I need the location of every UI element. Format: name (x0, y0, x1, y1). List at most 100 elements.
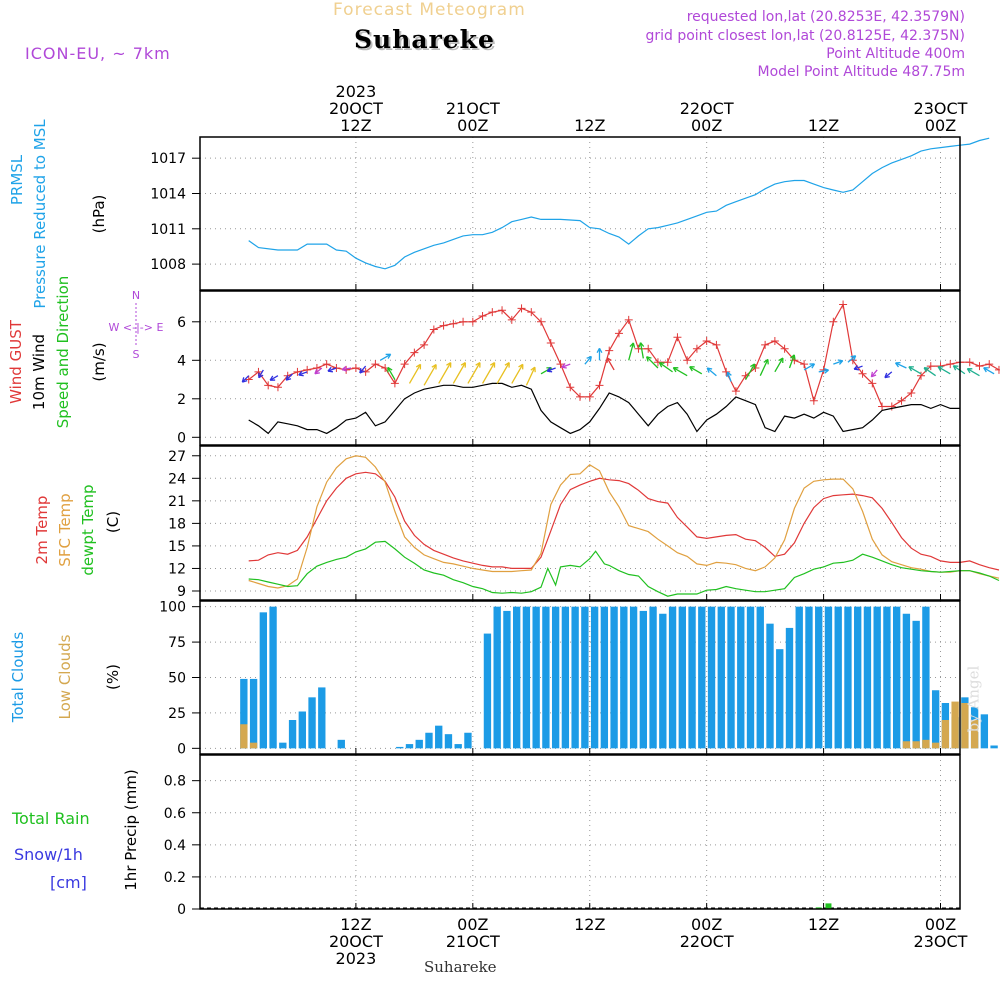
wind-barb-head (561, 366, 567, 369)
y-tick-label: 2 (177, 392, 186, 408)
gust-point (468, 317, 477, 326)
wind-barb-head (870, 371, 874, 377)
total-cloud-bar (620, 606, 628, 749)
wind-barb-head (586, 355, 592, 359)
wind-barb-shaft (496, 362, 510, 384)
gust-point (887, 402, 896, 411)
total-cloud-bar (493, 606, 501, 749)
wind-barb-head (530, 366, 536, 371)
wind-barb-head (589, 356, 592, 362)
wind-barb-head (460, 362, 466, 366)
total-cloud-bar (863, 606, 872, 749)
wind-barb-head (359, 367, 362, 374)
wind-barb (937, 366, 951, 375)
gust-point (273, 383, 282, 392)
wind-barb (788, 354, 796, 369)
wind-barb (884, 371, 893, 379)
gust-label: Wind GUST (7, 319, 25, 404)
gust-point (702, 337, 711, 346)
gust-point (761, 340, 770, 349)
wind-barb-head (853, 364, 858, 370)
wind-barb-head (327, 366, 332, 372)
wind-barb (341, 365, 352, 372)
temp-2m-label: 2m Temp (33, 496, 51, 565)
gust-point (498, 306, 507, 315)
gust-point (507, 315, 516, 324)
gust-point (839, 300, 848, 309)
wind-barb-head (763, 358, 769, 363)
wind-barb (467, 362, 481, 384)
low-cloud-bar (249, 742, 258, 749)
temp-sfc-label: SFC Temp (56, 493, 74, 566)
total-cloud-bar (737, 606, 745, 749)
gust-point (439, 321, 448, 330)
total-cloud-bar (240, 678, 248, 749)
gust-point (994, 365, 1000, 374)
wind-barb (870, 369, 878, 378)
wind-barb-head (598, 347, 603, 353)
model-point-altitude: Model Point Altitude 487.75m (757, 64, 965, 80)
grid-lines (200, 137, 960, 910)
wind-barb-head (707, 367, 713, 370)
wind-barb (596, 347, 603, 361)
low-cloud-bar (922, 739, 930, 749)
low-cloud-bar (912, 741, 920, 749)
y-tick-label: 4 (177, 353, 186, 369)
wind-barb (258, 369, 264, 379)
low-clouds-label: Low Clouds (56, 634, 74, 719)
total-cloud-bar (590, 606, 599, 749)
wind-speed-line (248, 382, 960, 435)
wind-barb (359, 365, 367, 374)
gust-point (400, 360, 409, 369)
wind-barb-head (431, 363, 437, 368)
y-tick-label: 25 (168, 706, 186, 722)
axis-ticks: 1008101110141017024691215182124270255075… (150, 82, 967, 968)
gust-point (692, 344, 701, 353)
gust-point (683, 356, 692, 365)
gust-point (809, 396, 818, 405)
total-cloud-bar (902, 613, 911, 749)
y-tick-label: 75 (168, 635, 186, 651)
low-cloud-bar (941, 720, 950, 749)
low-cloud-bar (970, 720, 979, 749)
y-tick-label: 0.6 (164, 806, 186, 822)
total-cloud-bar (785, 627, 794, 749)
total-cloud-bar (551, 606, 560, 749)
total-cloud-bar (288, 720, 297, 749)
bottom-time-label: 23OCT (914, 932, 968, 951)
gust-point (546, 338, 555, 347)
total-cloud-bar (873, 606, 881, 749)
wind-barb-shaft (646, 356, 659, 369)
low-cloud-bar (240, 724, 248, 749)
y-tick-label: 0.2 (164, 870, 186, 886)
gust-point (858, 369, 867, 378)
top-time-label: 20OCT (329, 99, 383, 118)
total-cloud-bar (922, 606, 930, 749)
bottom-time-label: 20OCT (329, 932, 383, 951)
total-cloud-bar (698, 606, 706, 749)
gust-point (264, 381, 273, 390)
wind-barb (853, 364, 863, 371)
wind-barb-head (952, 365, 957, 371)
total-cloud-bar (717, 606, 725, 749)
total-cloud-bar (269, 606, 277, 749)
gust-point (965, 358, 974, 367)
wind-barb (658, 362, 673, 373)
wind-barb-head (793, 354, 796, 360)
wind-barb-head (924, 367, 930, 369)
wind-barb-shaft (853, 365, 863, 370)
wind-barb (803, 363, 816, 371)
wind-barb (496, 362, 510, 384)
gust-point (429, 325, 438, 334)
wind-barb (438, 362, 452, 384)
wind-barb (482, 362, 496, 384)
bottom-time-label: 00Z (691, 915, 722, 934)
wind-barb-shaft (584, 356, 592, 365)
wind-barb (895, 361, 907, 369)
wind-barb (745, 363, 756, 380)
wind-barb-head (706, 367, 710, 373)
bottom-time-label: 21OCT (446, 932, 500, 951)
gust-line (248, 302, 1000, 408)
y-tick-label: 0.4 (164, 838, 186, 854)
total-cloud-bar (298, 711, 306, 749)
